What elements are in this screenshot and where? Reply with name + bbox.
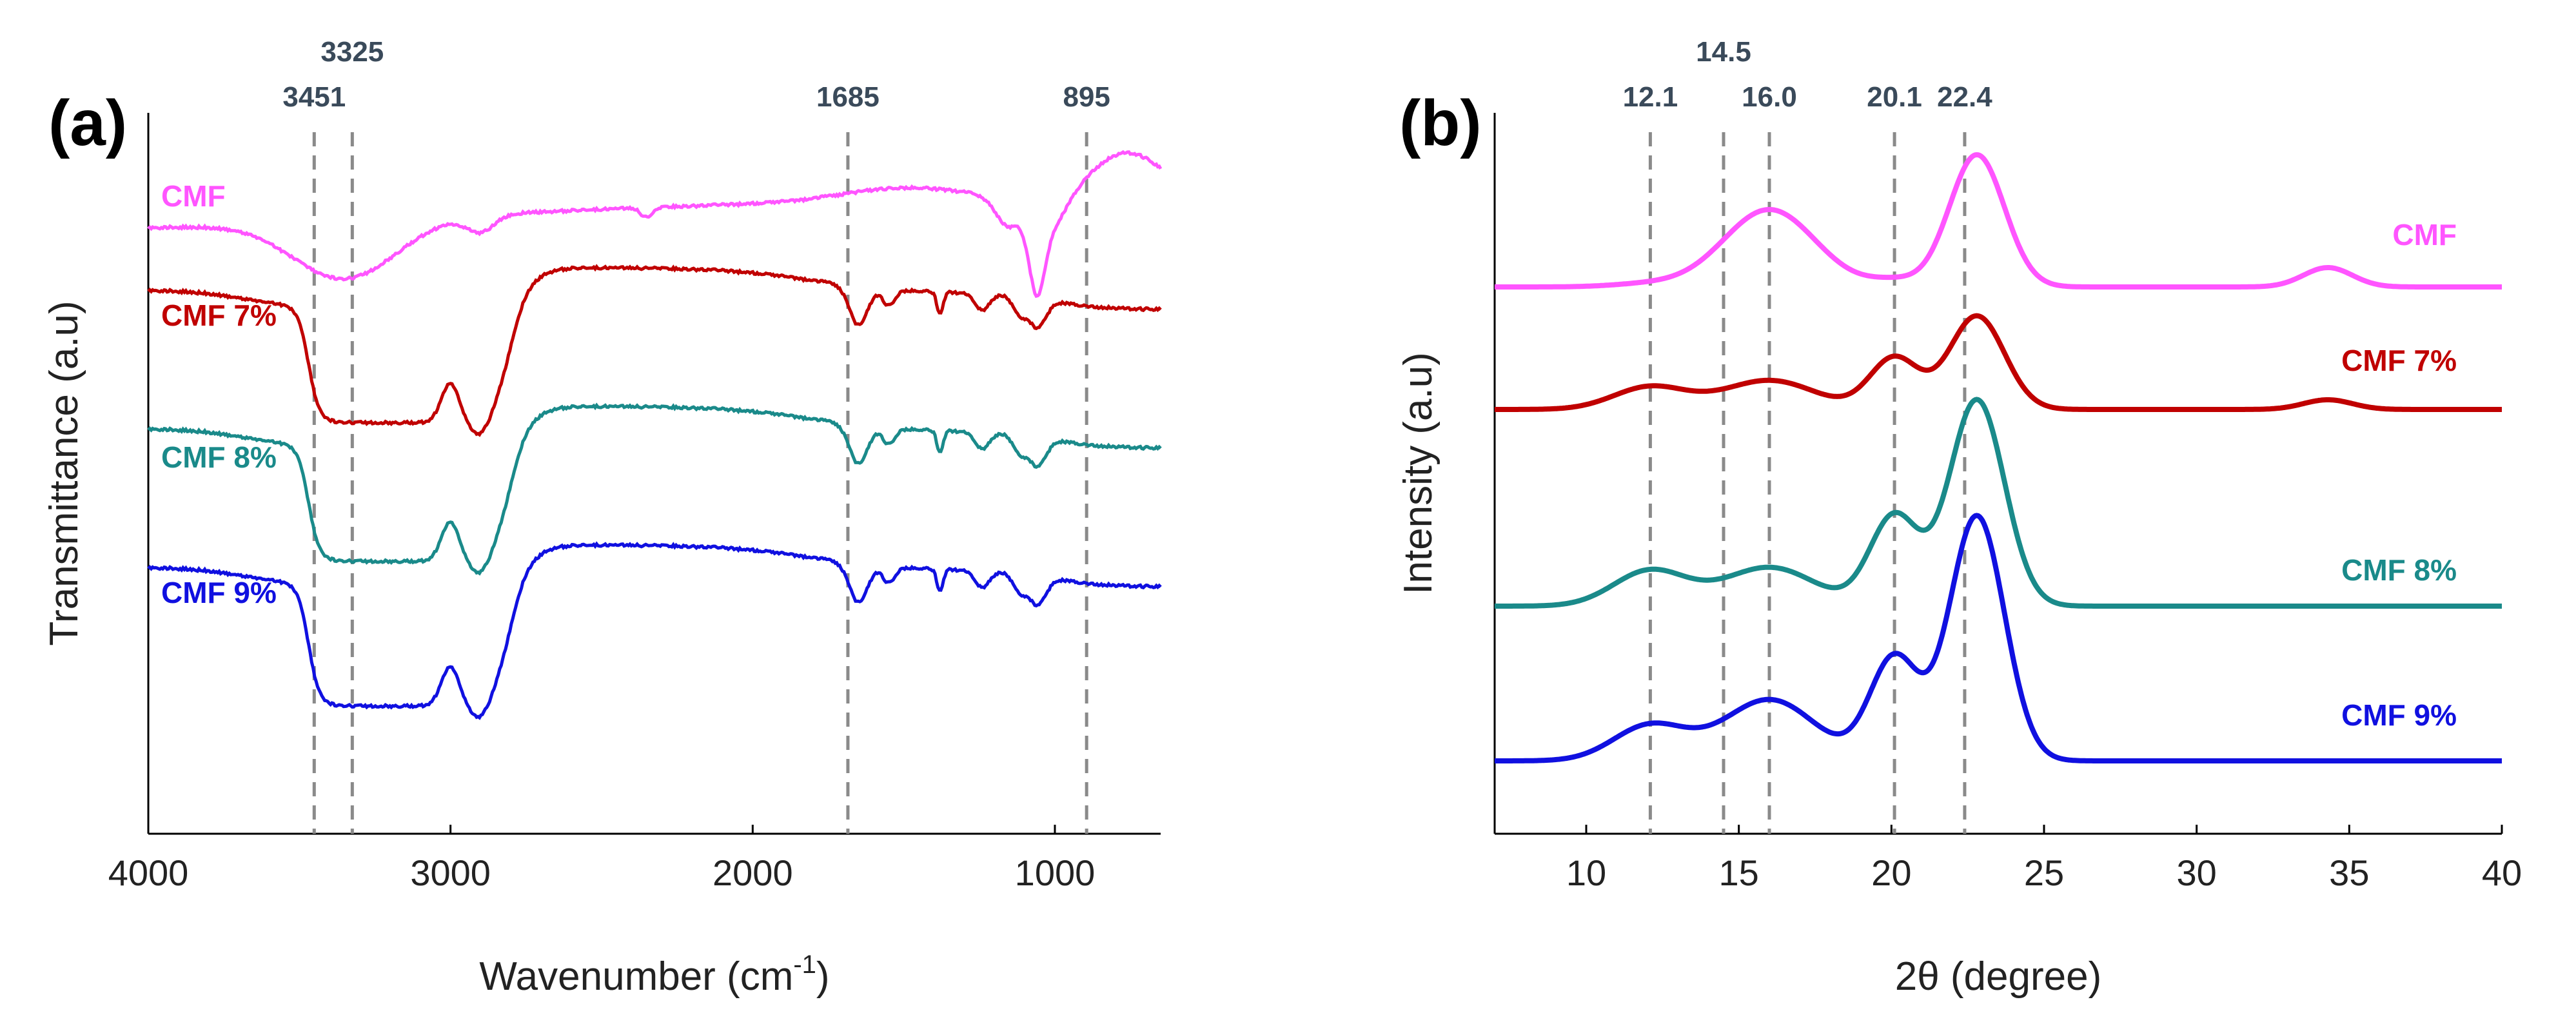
legend-label: CMF <box>2392 218 2457 251</box>
x-axis-title: 2θ (degree) <box>1895 954 2102 999</box>
peak-label: 1685 <box>816 81 880 113</box>
y-axis-title: Intensity (a.u) <box>1396 352 1440 595</box>
panel-b: (b) 10 15 20 25 30 35 40 12.1 14.5 16.0 20.1 22.4 CMF… <box>1396 36 2522 999</box>
series-line-cmf-8- <box>147 402 1162 576</box>
legend-label: CMF 7% <box>161 299 277 332</box>
peak-label: 14.5 <box>1696 36 1751 68</box>
x-tick-label: 25 <box>2024 852 2064 893</box>
peak-label: 16.0 <box>1742 81 1797 113</box>
series-line-cmf <box>1495 152 2502 290</box>
panel-a: (a) 4000 3000 2000 1000 3451 3325 1685 895 CMF CMF… <box>42 36 1163 999</box>
x-tick-label: 30 <box>2177 852 2217 893</box>
x-tick-label: 10 <box>1566 852 1606 893</box>
x-axis-title: Wavenumber (cm-1) <box>479 950 829 999</box>
x-tick-label: 2000 <box>713 852 793 893</box>
peak-label: 22.4 <box>1937 81 1992 113</box>
peak-label: 895 <box>1063 81 1110 113</box>
x-tick-label: 3000 <box>410 852 491 893</box>
series-line-cmf-9- <box>147 541 1162 720</box>
series-line-cmf-8- <box>1495 397 2502 609</box>
peak-label: 3325 <box>320 36 384 68</box>
legend-label: CMF 7% <box>2341 344 2457 377</box>
peak-label: 12.1 <box>1623 81 1678 113</box>
legend-label: CMF 9% <box>2341 698 2457 732</box>
y-axis-title: Transmittance (a.u) <box>42 300 86 645</box>
x-tick-label: 40 <box>2482 852 2522 893</box>
x-tick-label: 35 <box>2329 852 2369 893</box>
x-tick-label: 4000 <box>108 852 189 893</box>
peak-label: 20.1 <box>1867 81 1922 113</box>
x-tick-label: 20 <box>1871 852 1911 893</box>
legend-label: CMF 9% <box>161 576 277 609</box>
legend-label: CMF 8% <box>2341 553 2457 587</box>
series-line-cmf-9- <box>1495 513 2502 763</box>
x-tick-label: 1000 <box>1015 852 1096 893</box>
legend-label: CMF <box>161 179 226 213</box>
peak-label: 3451 <box>282 81 346 113</box>
series-line-cmf-7- <box>147 264 1162 437</box>
series-line-cmf-7- <box>1495 313 2502 412</box>
x-tick-label: 15 <box>1719 852 1759 893</box>
panel-letter: (a) <box>48 87 127 159</box>
legend-label: CMF 8% <box>161 440 277 474</box>
panel-letter: (b) <box>1399 87 1482 159</box>
series-line-cmf <box>147 150 1163 299</box>
